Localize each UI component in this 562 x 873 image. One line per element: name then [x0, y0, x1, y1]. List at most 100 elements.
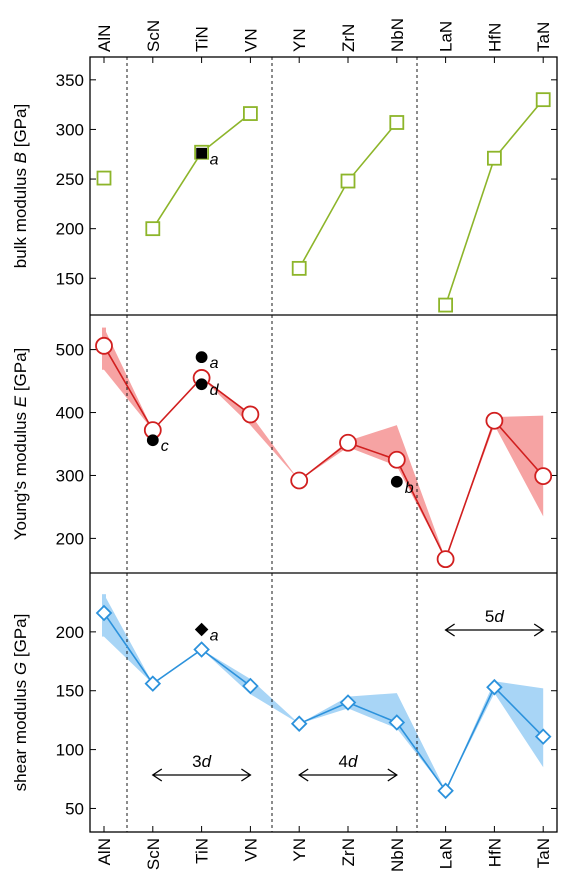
data-point: [242, 106, 258, 121]
data-point: [96, 170, 112, 186]
series-line: [103, 612, 251, 687]
x-tick-label-bottom: HfN: [485, 838, 504, 867]
reference-label: b: [405, 480, 414, 497]
series-line: [298, 419, 544, 562]
x-tick-label-top: ScN: [144, 20, 163, 52]
data-point: [290, 471, 309, 490]
reference-label: a: [210, 628, 219, 645]
x-tick-label-top: TaN: [534, 22, 553, 52]
data-point: [291, 260, 307, 276]
y-axis-label-symbol: B: [11, 152, 30, 163]
y-axis-label-text: Young's modulus: [11, 407, 30, 540]
group-arrow-head-right: [387, 768, 398, 782]
y-axis-label: Young's modulus E [GPa]: [11, 348, 30, 541]
reference-point: [195, 378, 208, 391]
axes: [89, 56, 558, 833]
x-tick-label-bottom: ScN: [144, 838, 163, 870]
y-axis-label-unit: [GPa]: [11, 104, 30, 152]
reference-point: [390, 475, 403, 488]
group-label: 5d: [485, 607, 504, 626]
y-tick-label: 350: [56, 71, 84, 90]
group-arrow-head-right: [241, 768, 252, 782]
x-tick-label-bottom: VN: [241, 838, 260, 862]
series-line: [298, 685, 544, 793]
data-point: [535, 92, 551, 108]
y-tick-label: 200: [56, 623, 84, 642]
group-label-number: 5: [485, 607, 494, 626]
x-tick-label-top: LaN: [437, 21, 456, 52]
data-point: [486, 150, 502, 166]
data-point: [387, 450, 406, 469]
x-tick-label-bottom: TiN: [193, 838, 212, 864]
x-tick-label-top: ZrN: [339, 24, 358, 52]
group-label: 3d: [192, 752, 211, 771]
data-point: [388, 714, 406, 731]
x-tick-label-bottom: TaN: [534, 838, 553, 868]
x-tick-label-top: NbN: [388, 18, 407, 52]
x-tick-label-bottom: YN: [290, 838, 309, 862]
reference-label: d: [210, 382, 220, 399]
x-tick-label-bottom: ZrN: [339, 838, 358, 866]
data-point: [486, 678, 503, 696]
x-tick-label-top: VN: [241, 28, 260, 52]
data-point: [436, 550, 455, 569]
uncertainty-band: [104, 327, 153, 431]
reference-label: a: [210, 355, 219, 372]
data-point: [438, 297, 454, 313]
axis-labels: AlN AlN ScN ScN TiN TiN VN VN YN YN ZrN ZrN NbN NbN La…: [11, 18, 553, 872]
plot-frame: [89, 56, 558, 833]
y-tick-label: 200: [56, 220, 84, 239]
y-axis-label-text: bulk modulus: [11, 163, 30, 268]
x-tick-label-bottom: NbN: [388, 838, 407, 872]
y-axis-label-text: shear modulus: [11, 675, 30, 791]
y-tick-label: 500: [56, 341, 84, 360]
reference-label: a: [210, 151, 219, 168]
data-point: [193, 641, 210, 658]
y-tick-label: 300: [56, 466, 84, 485]
group-label-number: 4: [339, 752, 348, 771]
x-tick-label-top: HfN: [485, 23, 504, 52]
data-point: [95, 336, 113, 355]
group-label-letter: d: [348, 752, 358, 771]
y-tick-label: 400: [56, 404, 84, 423]
x-tick-label-top: AlN: [95, 25, 114, 52]
data-point: [339, 433, 357, 452]
reference-label: c: [161, 438, 169, 455]
series-line: [444, 99, 544, 306]
data-point: [437, 782, 454, 800]
data-point: [340, 173, 356, 189]
y-axis-label-symbol: G: [11, 662, 30, 675]
reference-point: [196, 147, 208, 159]
data-point: [145, 221, 161, 237]
y-axis-label-symbol: E: [11, 395, 30, 407]
reference-point: [194, 622, 209, 637]
reference-point: [146, 434, 159, 447]
data-point: [485, 411, 504, 430]
uncertainty-band: [152, 377, 544, 560]
group-label-number: 3: [192, 752, 201, 771]
group-arrow-head-left: [298, 768, 309, 782]
y-axis-label-unit: [GPa]: [11, 348, 30, 396]
data-series: [95, 92, 553, 800]
series-line: [103, 345, 251, 432]
data-point: [241, 405, 260, 424]
group-arrow-head-left: [444, 623, 455, 637]
data-point: [339, 694, 357, 711]
y-tick-label: 100: [56, 741, 84, 760]
reference-point: [195, 351, 208, 364]
data-point: [534, 728, 552, 745]
data-point: [144, 675, 162, 692]
y-tick-label: 300: [56, 120, 84, 139]
x-tick-label-bottom: LaN: [437, 838, 456, 869]
y-tick-label: 150: [56, 682, 84, 701]
group-label-letter: d: [202, 752, 212, 771]
y-axis-label-unit: [GPa]: [11, 614, 30, 662]
uncertainty-bands: [102, 327, 544, 791]
y-axis-label: bulk modulus B [GPa]: [11, 104, 30, 268]
y-tick-label: 150: [56, 269, 84, 288]
data-point: [95, 604, 113, 622]
y-tick-label: 250: [56, 170, 84, 189]
data-point: [290, 715, 308, 732]
y-axis-label: shear modulus G [GPa]: [11, 614, 30, 792]
